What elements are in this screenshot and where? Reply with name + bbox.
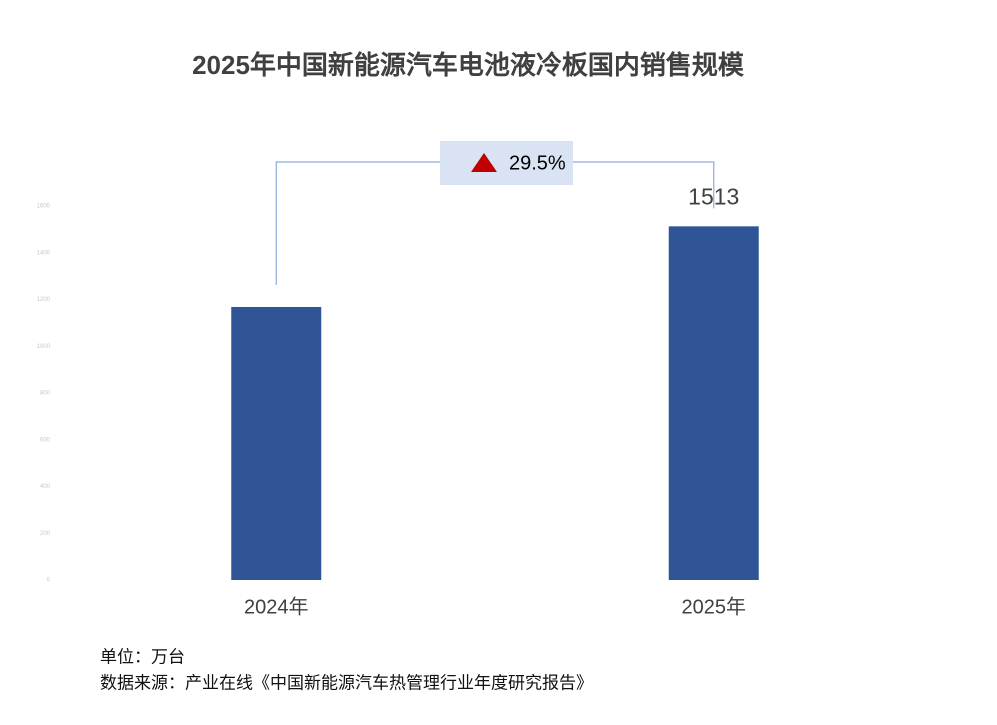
y-tick-label: 1400 [37, 250, 51, 256]
y-tick-label: 1600 [37, 204, 51, 210]
y-tick-label: 600 [40, 437, 51, 443]
growth-arrow [471, 153, 497, 172]
y-tick-label: 0 [47, 578, 51, 584]
y-tick-label: 1200 [37, 297, 51, 303]
growth-box [440, 141, 573, 185]
y-tick-label: 200 [40, 531, 51, 537]
x-tick-label: 2025年 [682, 595, 747, 618]
bar [668, 226, 759, 580]
source-note: 数据来源：产业在线《中国新能源汽车热管理行业年度研究报告》 [100, 673, 593, 692]
chart-title: 2025年中国新能源汽车电池液冷板国内销售规模 [192, 50, 745, 80]
x-tick-label: 2024年 [244, 595, 309, 618]
y-tick-label: 400 [40, 484, 51, 490]
y-tick-label: 800 [40, 391, 51, 397]
unit-note: 单位：万台 [100, 647, 185, 666]
y-tick-label: 1000 [37, 344, 51, 350]
bar [231, 306, 322, 580]
growth-label: 29.5% [509, 152, 566, 174]
